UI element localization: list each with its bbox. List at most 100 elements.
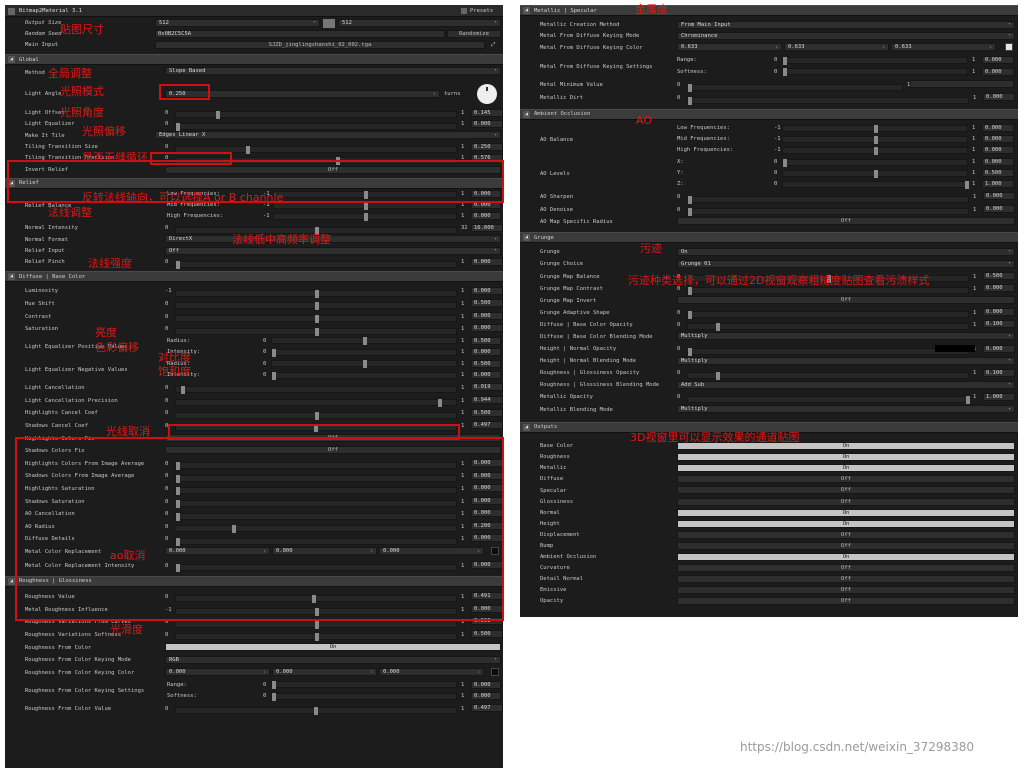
slider-thumb[interactable] xyxy=(245,145,250,154)
slider-track[interactable] xyxy=(175,399,457,408)
slider-value-field[interactable]: 0.000 xyxy=(471,201,501,210)
slider-track[interactable] xyxy=(687,371,969,380)
seed-field[interactable]: 0x0B2C5C5A xyxy=(155,29,445,38)
angle-field[interactable]: 0.250 ⇕ xyxy=(165,90,440,99)
slider-value-field[interactable]: 0.250 xyxy=(471,142,503,151)
slider-track[interactable] xyxy=(687,311,969,320)
slider-value-field[interactable]: 0.000 xyxy=(471,484,503,493)
slider-value-field[interactable]: 0.000 xyxy=(982,67,1014,76)
slider-track[interactable] xyxy=(175,122,457,131)
output-toggle[interactable]: Off xyxy=(677,586,1015,595)
slider-track[interactable] xyxy=(782,68,968,77)
nbm-dropdown[interactable]: Multiply ▾ xyxy=(677,356,1015,365)
slider-thumb[interactable] xyxy=(688,347,692,356)
slider-value-field[interactable]: 0.000 xyxy=(471,471,503,480)
slider-value-field[interactable]: 0.000 xyxy=(471,286,503,295)
slider-thumb[interactable] xyxy=(315,226,319,235)
slider-track[interactable] xyxy=(175,327,457,336)
slider-thumb[interactable] xyxy=(688,83,692,92)
slider-value-field[interactable]: 0.000 xyxy=(982,135,1014,144)
slider-thumb[interactable] xyxy=(688,195,692,204)
slider-thumb[interactable] xyxy=(216,111,221,120)
slider-value-field[interactable]: 0.000 xyxy=(983,204,1015,213)
relief-input-dropdown[interactable]: Off ▾ xyxy=(165,246,501,255)
slider-value-field[interactable]: 0.000 xyxy=(471,680,501,689)
slider-thumb[interactable] xyxy=(176,500,180,508)
method-dropdown[interactable]: Slope Based ▾ xyxy=(165,66,501,75)
slider-track[interactable] xyxy=(175,564,457,573)
slider-value-field[interactable]: 0.500 xyxy=(471,359,501,368)
color-swatch[interactable] xyxy=(1005,43,1013,52)
slider-track[interactable] xyxy=(175,302,457,311)
section-metallic[interactable]: ◢ Metallic | Specular xyxy=(520,5,1018,16)
slider-value-field[interactable]: 0.000 xyxy=(983,308,1015,317)
slider-thumb[interactable] xyxy=(688,311,692,320)
keying-mode-dropdown[interactable]: RGB ▾ xyxy=(165,655,501,664)
main-input-field[interactable]: SJZD_jinglingshanshi_02_002.tga xyxy=(155,41,485,50)
slider-value-field[interactable]: 0.944 xyxy=(471,395,503,404)
slider-value-field[interactable]: 0.500 xyxy=(471,408,503,417)
metal-mode-dropdown[interactable]: Chrominance ▾ xyxy=(677,31,1015,40)
slider-value-field[interactable]: 0.000 xyxy=(471,258,503,267)
slider-value-field[interactable]: 0.491 xyxy=(471,592,503,601)
slider-track[interactable] xyxy=(175,500,457,508)
presets-icon[interactable]: Presets xyxy=(461,5,493,17)
slider-thumb[interactable] xyxy=(176,537,180,546)
slider-track[interactable] xyxy=(782,158,968,167)
slider-thumb[interactable] xyxy=(874,169,878,178)
slider-thumb[interactable] xyxy=(315,411,319,420)
slider-track[interactable] xyxy=(273,212,457,221)
slider-value-field[interactable]: 0.100 xyxy=(983,368,1015,377)
slider-thumb[interactable] xyxy=(783,158,787,167)
slider-thumb[interactable] xyxy=(688,96,692,105)
slider-track[interactable] xyxy=(273,190,457,199)
slider-thumb[interactable] xyxy=(315,289,319,298)
mbm-dropdown[interactable]: Multiply ▾ xyxy=(677,405,1015,413)
slider-track[interactable] xyxy=(271,360,457,369)
slider-thumb[interactable] xyxy=(315,327,319,336)
slider-thumb[interactable] xyxy=(272,692,276,701)
slider-track[interactable] xyxy=(687,195,969,204)
slider-track[interactable] xyxy=(175,424,457,433)
slider-track[interactable] xyxy=(271,681,457,690)
output-toggle[interactable]: On xyxy=(677,508,1015,517)
metal-method-dropdown[interactable]: From Main Input ▾ xyxy=(677,20,1015,29)
rfc-toggle[interactable]: On xyxy=(165,642,501,651)
slider-thumb[interactable] xyxy=(176,487,180,496)
slider-track[interactable] xyxy=(175,512,457,521)
slider-track[interactable] xyxy=(175,474,457,483)
slider-thumb[interactable] xyxy=(965,180,969,189)
color-channel-field[interactable]: 0.633 ⇕ xyxy=(784,43,889,52)
slider-track[interactable] xyxy=(175,289,457,298)
slider-track[interactable] xyxy=(175,260,457,269)
slider-value-field[interactable]: 0.000 xyxy=(471,560,503,569)
slider-value-field[interactable]: 0.000 xyxy=(982,124,1014,133)
slider-thumb[interactable] xyxy=(315,620,319,629)
slider-thumb[interactable] xyxy=(176,260,180,269)
slider-thumb[interactable] xyxy=(688,287,692,296)
color-channel-field[interactable]: 0.000 ⇕ xyxy=(379,547,484,556)
bcbm-dropdown[interactable]: Multiply ▾ xyxy=(677,332,1015,341)
slider-value-field[interactable]: 0.000 xyxy=(471,371,501,380)
slider-track[interactable] xyxy=(175,608,457,617)
slider-value-field[interactable]: 0.500 xyxy=(471,617,503,626)
slider-track[interactable] xyxy=(175,525,457,534)
section-global[interactable]: ◢ Global xyxy=(5,54,503,66)
slider-thumb[interactable] xyxy=(315,302,319,311)
output-toggle[interactable]: On xyxy=(677,442,1015,451)
slider-value-field[interactable]: 0.000 xyxy=(983,192,1015,201)
slider-thumb[interactable] xyxy=(363,337,367,346)
slider-thumb[interactable] xyxy=(272,348,276,357)
slider-value-field[interactable]: 0.497 xyxy=(471,421,503,430)
slider-value-field[interactable]: 0.576 xyxy=(471,154,503,163)
invert-toggle[interactable]: Off xyxy=(165,165,501,174)
output-toggle[interactable]: Off xyxy=(677,497,1015,506)
slider-value-field[interactable]: 0.497 xyxy=(471,703,503,712)
slider-thumb[interactable] xyxy=(272,371,276,380)
slider-track[interactable] xyxy=(175,315,457,324)
output-toggle[interactable]: Off xyxy=(677,541,1015,550)
section-grunge[interactable]: ◢ Grunge xyxy=(520,232,1018,244)
slider-value-field[interactable]: 0.000 xyxy=(471,311,503,320)
slider-value-field[interactable]: 16.000 xyxy=(471,224,503,233)
output-size-b[interactable]: 512 ▾ xyxy=(338,18,501,27)
